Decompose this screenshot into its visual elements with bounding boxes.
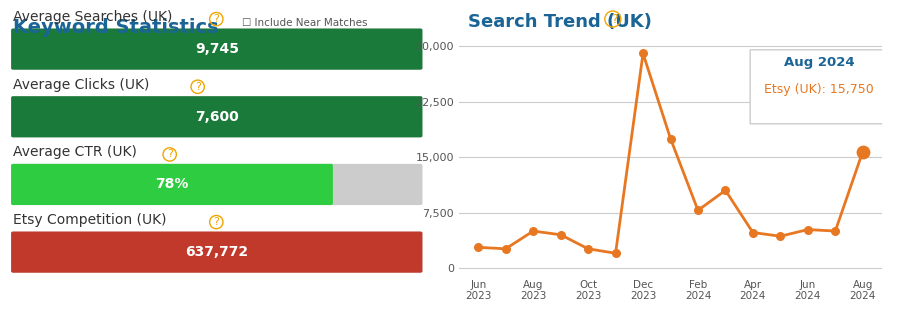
Point — [856, 149, 870, 154]
Text: Average CTR (UK): Average CTR (UK) — [14, 146, 137, 159]
Text: 9,745: 9,745 — [194, 42, 239, 56]
FancyBboxPatch shape — [11, 232, 422, 273]
Text: 78%: 78% — [156, 177, 189, 192]
Point — [580, 246, 595, 251]
Point — [746, 230, 760, 235]
Text: Etsy (UK): 15,750: Etsy (UK): 15,750 — [764, 83, 874, 95]
Point — [801, 227, 815, 232]
Text: Average Searches (UK): Average Searches (UK) — [14, 10, 173, 24]
Point — [691, 208, 706, 213]
FancyBboxPatch shape — [11, 96, 422, 137]
Text: ?: ? — [166, 149, 173, 159]
Point — [471, 245, 485, 250]
Text: Keyword Statistics: Keyword Statistics — [14, 18, 219, 37]
Text: ☐ Include Near Matches: ☐ Include Near Matches — [242, 18, 368, 28]
Point — [608, 251, 623, 256]
Text: Average Clicks (UK): Average Clicks (UK) — [14, 78, 149, 92]
FancyBboxPatch shape — [11, 28, 422, 70]
Point — [526, 228, 540, 233]
Text: Aug 2024: Aug 2024 — [784, 56, 854, 69]
Text: Etsy Competition (UK): Etsy Competition (UK) — [14, 213, 166, 227]
Text: ?: ? — [213, 14, 220, 24]
Text: ?: ? — [194, 82, 201, 92]
Point — [663, 136, 678, 141]
Text: ?: ? — [213, 217, 220, 227]
Text: ?: ? — [608, 13, 618, 26]
FancyBboxPatch shape — [11, 232, 422, 273]
Point — [554, 232, 568, 237]
Text: Search Trend (UK): Search Trend (UK) — [468, 13, 652, 31]
Point — [635, 51, 650, 56]
Text: 637,772: 637,772 — [185, 245, 248, 259]
Point — [499, 246, 513, 251]
FancyBboxPatch shape — [11, 164, 422, 205]
Text: 7,600: 7,600 — [195, 110, 239, 124]
FancyBboxPatch shape — [751, 50, 890, 124]
Point — [773, 234, 788, 239]
FancyBboxPatch shape — [11, 28, 422, 70]
FancyBboxPatch shape — [11, 96, 422, 137]
Point — [718, 188, 733, 193]
FancyBboxPatch shape — [11, 164, 333, 205]
Point — [828, 228, 842, 233]
Point — [856, 149, 870, 154]
